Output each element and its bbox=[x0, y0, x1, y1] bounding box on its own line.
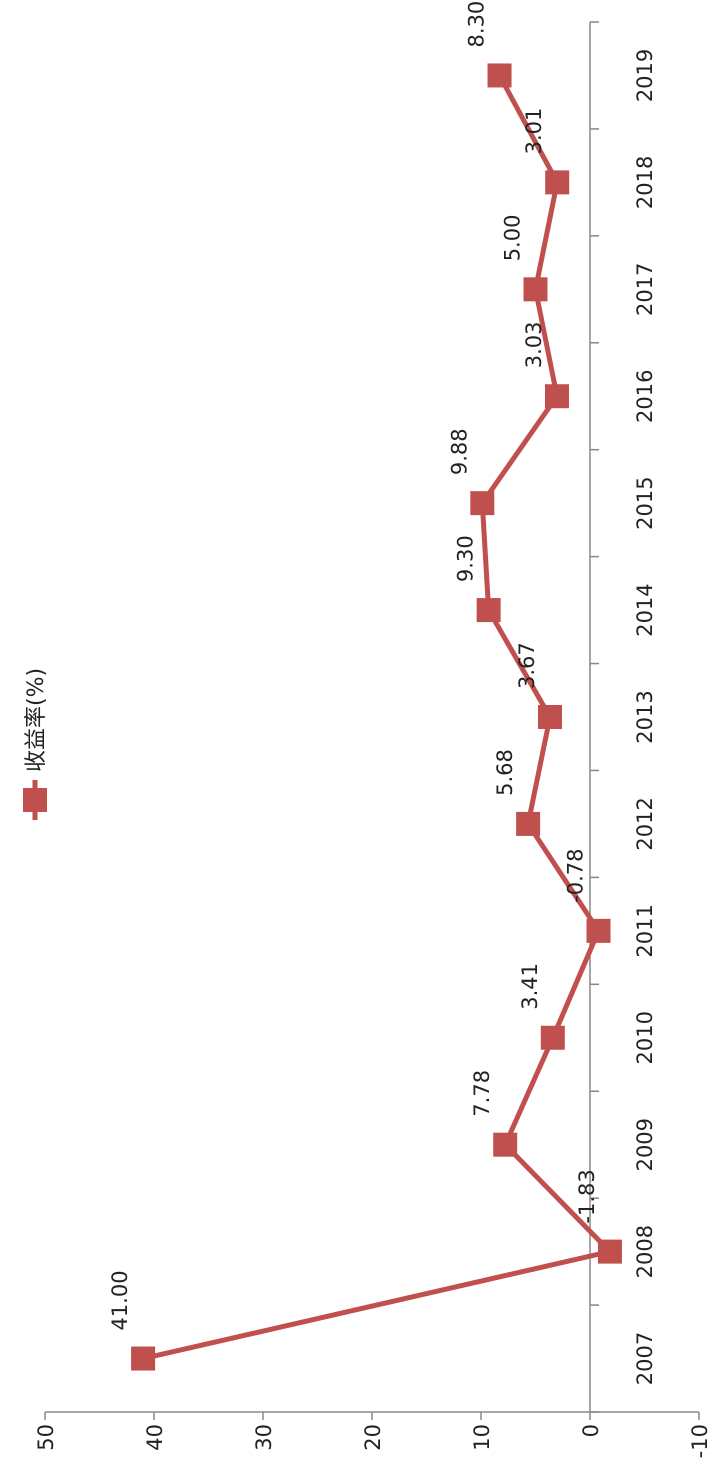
data-point-marker bbox=[131, 1346, 156, 1371]
data-label: 5.68 bbox=[493, 749, 517, 796]
category-tick-label: 2018 bbox=[633, 156, 657, 209]
data-point-marker bbox=[476, 598, 501, 623]
category-tick-label: 2009 bbox=[633, 1118, 657, 1171]
category-tick-label: 2008 bbox=[633, 1225, 657, 1278]
category-tick-label: 2013 bbox=[633, 690, 657, 743]
data-point-marker bbox=[586, 918, 611, 943]
value-tick-label: 20 bbox=[361, 1424, 385, 1451]
value-axis: 50 40 30 20 10 0 -10 bbox=[34, 1411, 712, 1458]
data-label-layer: 41.00 -1.83 7.78 3.41 -0.78 5.68 3.67 9.30 9.88 3… bbox=[108, 1, 599, 1331]
data-label: 5.00 bbox=[501, 215, 525, 262]
category-tick-label: 2015 bbox=[633, 476, 657, 529]
data-label: 3.03 bbox=[522, 321, 546, 368]
value-tick-label: 0 bbox=[579, 1424, 603, 1437]
data-label: 7.78 bbox=[470, 1070, 494, 1117]
data-label: -0.78 bbox=[564, 849, 588, 903]
data-point-marker bbox=[540, 1025, 565, 1050]
value-tick-label: -10 bbox=[688, 1424, 712, 1458]
data-label: 8.30 bbox=[465, 1, 489, 48]
value-tick-label: 10 bbox=[470, 1424, 494, 1451]
category-tick-label: 2011 bbox=[633, 904, 657, 957]
data-label: 3.41 bbox=[518, 963, 542, 1010]
series-layer bbox=[131, 63, 622, 1371]
data-point-marker bbox=[516, 811, 541, 836]
data-label: 9.88 bbox=[447, 428, 471, 475]
legend-marker-icon bbox=[23, 788, 47, 812]
data-label: 41.00 bbox=[108, 1270, 132, 1330]
category-axis: 2007 2008 2009 2010 2011 2012 2013 2014 2015 2016… bbox=[589, 21, 657, 1413]
data-label: 9.30 bbox=[454, 535, 478, 582]
legend-label: 收益率(%) bbox=[24, 668, 49, 772]
data-label: 3.67 bbox=[515, 642, 539, 689]
category-tick-label: 2007 bbox=[633, 1332, 657, 1385]
data-point-marker bbox=[487, 63, 512, 88]
data-point-marker bbox=[544, 384, 569, 409]
category-tick-label: 2010 bbox=[633, 1011, 657, 1064]
category-tick-label: 2017 bbox=[633, 263, 657, 316]
category-tick-label: 2019 bbox=[633, 49, 657, 102]
category-tick-label: 2012 bbox=[633, 797, 657, 850]
data-point-marker bbox=[537, 705, 562, 729]
data-point-marker bbox=[523, 277, 548, 302]
value-tick-label: 30 bbox=[252, 1424, 276, 1451]
value-tick-label: 50 bbox=[34, 1424, 58, 1451]
data-label: 3.01 bbox=[522, 108, 546, 155]
data-point-marker bbox=[493, 1132, 518, 1157]
category-tick-label: 2014 bbox=[633, 583, 657, 636]
value-tick-label: 40 bbox=[143, 1424, 167, 1451]
data-point-marker bbox=[597, 1239, 622, 1264]
category-tick-label: 2016 bbox=[633, 370, 657, 423]
data-label: -1.83 bbox=[575, 1169, 599, 1223]
legend: 收益率(%) bbox=[23, 668, 49, 820]
data-point-marker bbox=[545, 170, 570, 195]
data-point-marker bbox=[470, 491, 495, 516]
